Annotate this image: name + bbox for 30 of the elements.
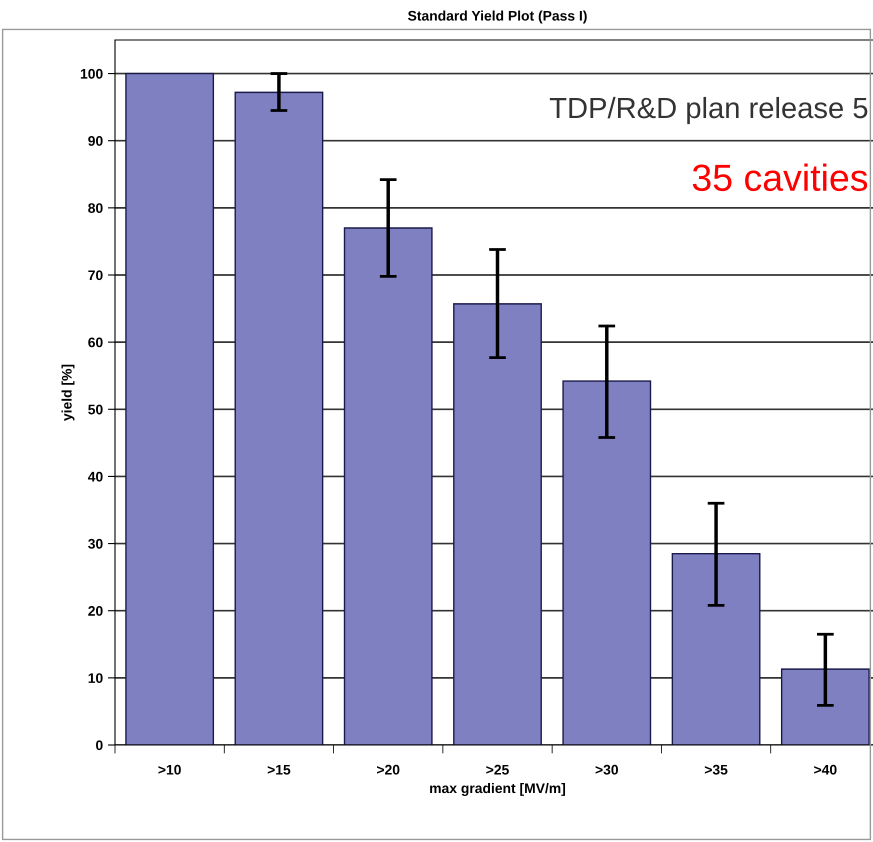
- bar: [234, 92, 324, 745]
- y-tick-label: 90: [88, 136, 103, 146]
- bar: [125, 72, 214, 745]
- x-tick-label: >35: [704, 764, 728, 775]
- x-tick-label: >40: [814, 764, 837, 775]
- y-tick-label: 100: [80, 68, 103, 79]
- bar: [672, 552, 760, 745]
- y-tick-label: 0: [96, 740, 103, 750]
- bar: [562, 380, 652, 745]
- x-axis-title: max gradient [MV/m]: [430, 782, 566, 796]
- bar: [780, 668, 870, 745]
- y-tick-label: 40: [88, 472, 103, 482]
- bar: [344, 227, 433, 745]
- x-tick-label: >30: [596, 764, 618, 775]
- x-tick-label: >25: [486, 764, 509, 775]
- x-tick-label: >20: [377, 764, 400, 775]
- y-tick-label: 60: [88, 337, 103, 348]
- y-tick-label: 80: [88, 203, 103, 214]
- x-tick-label: >15: [268, 764, 290, 775]
- y-tick-label: 20: [88, 606, 103, 616]
- y-axis-title: yield [%]: [62, 364, 74, 421]
- chart-title: Standard Yield Plot (Pass I): [408, 10, 587, 24]
- y-tick-label: 50: [88, 404, 103, 414]
- y-tick-label: 10: [88, 673, 103, 684]
- y-tick-label: 70: [88, 270, 103, 280]
- y-tick-label: 30: [88, 538, 103, 549]
- x-tick-label: >10: [158, 764, 181, 775]
- bar: [453, 303, 542, 745]
- annotation: TDP/R&D plan release 5: [550, 96, 868, 124]
- annotation: 35 cavities: [692, 164, 868, 192]
